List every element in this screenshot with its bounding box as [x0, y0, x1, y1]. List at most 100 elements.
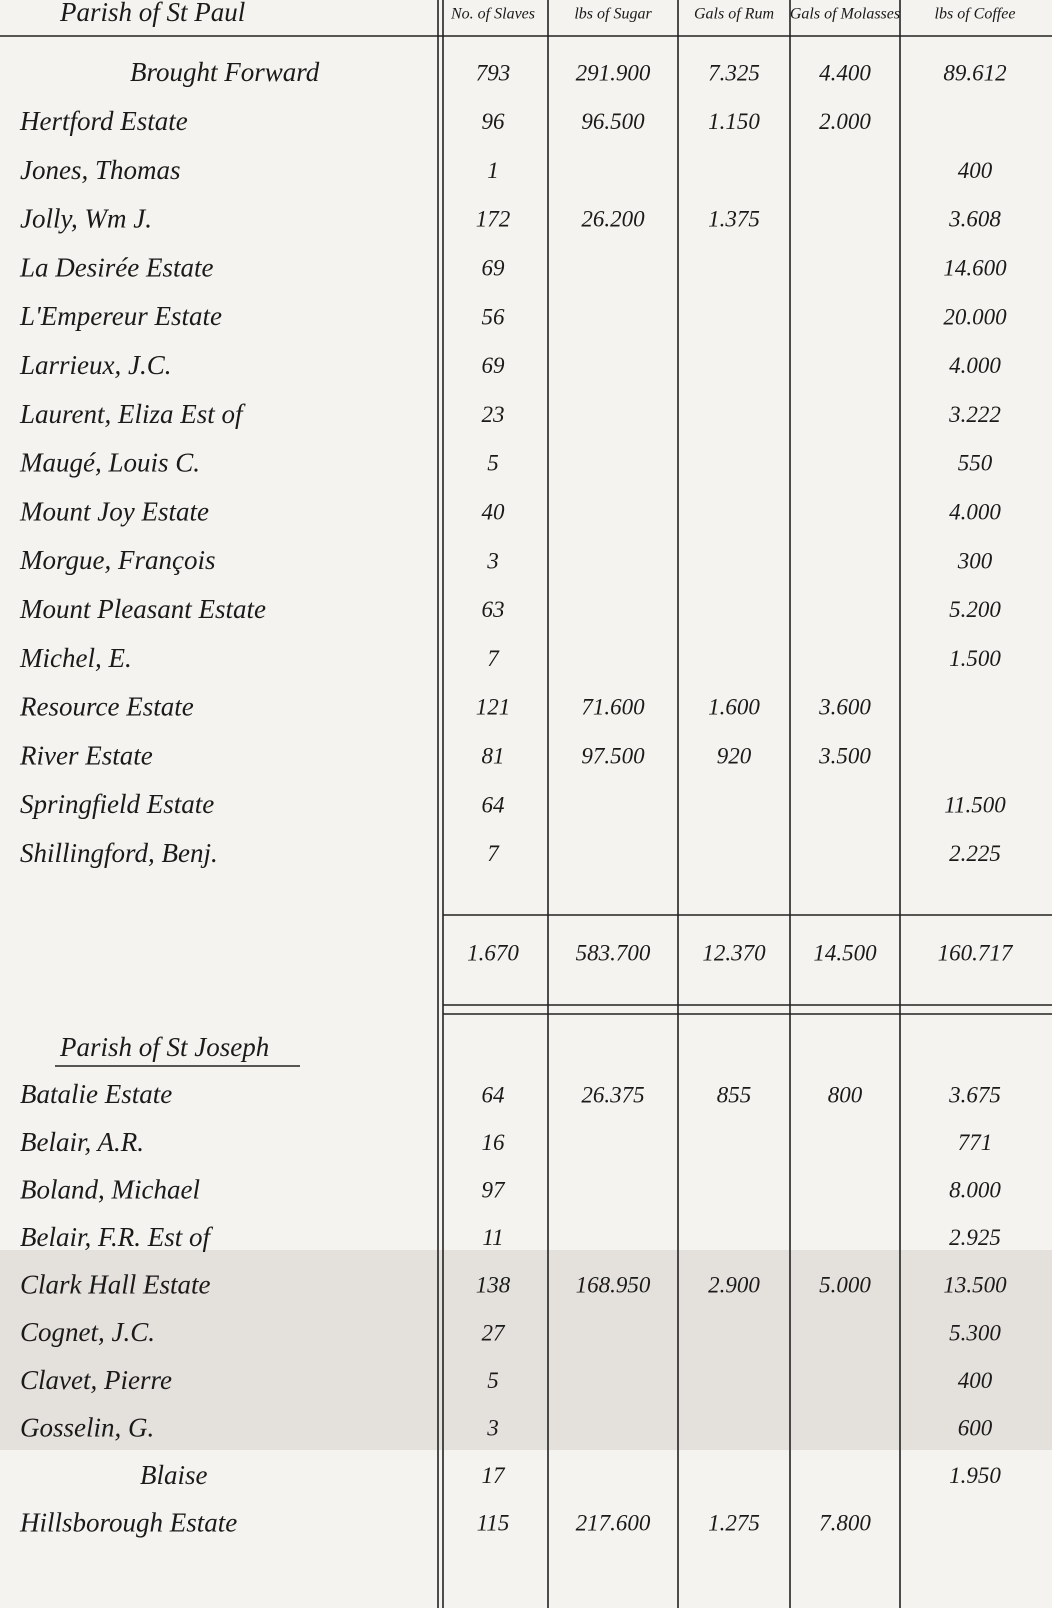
- cell-value: 7.800: [819, 1511, 871, 1536]
- cell-value: 800: [828, 1082, 863, 1107]
- cell-value: 793: [476, 60, 511, 85]
- row-name: Jones, Thomas: [20, 155, 181, 185]
- cell-value: 2.900: [708, 1273, 760, 1298]
- section-title: Parish of St Joseph: [59, 1032, 269, 1062]
- row-name: Springfield Estate: [20, 789, 214, 819]
- row-name: Clark Hall Estate: [20, 1270, 211, 1300]
- row-name: River Estate: [19, 740, 153, 770]
- cell-value: 8.000: [949, 1177, 1001, 1202]
- cell-value: 1.670: [467, 940, 519, 965]
- cell-value: 1.500: [949, 646, 1001, 671]
- cell-value: 12.370: [702, 940, 766, 965]
- row-name: La Desirée Estate: [19, 252, 213, 282]
- cell-value: 1.150: [708, 109, 760, 134]
- cell-value: 217.600: [576, 1511, 651, 1536]
- cell-value: 96: [482, 109, 506, 134]
- cell-value: 17: [482, 1463, 507, 1488]
- row-name: Larrieux, J.C.: [19, 350, 172, 380]
- cell-value: 14.600: [943, 255, 1007, 280]
- cell-value: 5: [487, 1368, 499, 1393]
- cell-value: 97.500: [581, 743, 645, 768]
- cell-value: 11.500: [944, 792, 1006, 817]
- cell-value: 855: [717, 1082, 752, 1107]
- row-name: Shillingford, Benj.: [20, 838, 218, 868]
- cell-value: 550: [958, 451, 993, 476]
- row-name: Mount Pleasant Estate: [19, 594, 266, 624]
- row-name: Laurent, Eliza Est of: [19, 399, 246, 429]
- cell-value: 400: [958, 1368, 993, 1393]
- cell-value: 2.000: [819, 109, 871, 134]
- row-name: Hertford Estate: [19, 106, 188, 136]
- cell-value: 40: [482, 499, 506, 524]
- cell-value: 14.500: [813, 940, 877, 965]
- cell-value: 20.000: [943, 304, 1007, 329]
- cell-value: 13.500: [943, 1273, 1007, 1298]
- cell-value: 96.500: [581, 109, 645, 134]
- row-name: Morgue, François: [19, 545, 215, 575]
- scan-shadow: [0, 1250, 1052, 1450]
- cell-value: 3.500: [818, 743, 871, 768]
- cell-value: 160.717: [938, 940, 1014, 965]
- row-name: Cognet, J.C.: [20, 1317, 155, 1347]
- cell-value: 168.950: [576, 1273, 651, 1298]
- row-name: Jolly, Wm J.: [20, 204, 152, 234]
- cell-value: 5.200: [949, 597, 1001, 622]
- parish-title: Parish of St Paul: [59, 0, 245, 27]
- cell-value: 7.325: [708, 60, 760, 85]
- column-header: lbs of Sugar: [574, 6, 652, 23]
- cell-value: 69: [482, 255, 506, 280]
- cell-value: 4.400: [819, 60, 871, 85]
- column-header: No. of Slaves: [450, 6, 535, 23]
- row-name: Michel, E.: [19, 643, 132, 673]
- cell-value: 56: [482, 304, 506, 329]
- cell-value: 1.600: [708, 695, 760, 720]
- cell-value: 1: [487, 158, 499, 183]
- cell-value: 69: [482, 353, 506, 378]
- cell-value: 583.700: [576, 940, 651, 965]
- row-name: L'Empereur Estate: [19, 301, 222, 331]
- row-name: Maugé, Louis C.: [19, 448, 200, 478]
- row-name: Boland, Michael: [20, 1174, 200, 1204]
- cell-value: 26.200: [581, 207, 645, 232]
- row-name: Mount Joy Estate: [19, 496, 209, 526]
- cell-value: 89.612: [943, 60, 1006, 85]
- cell-value: 11: [482, 1225, 503, 1250]
- cell-value: 600: [958, 1415, 993, 1440]
- cell-value: 27: [482, 1320, 507, 1345]
- cell-value: 4.000: [949, 353, 1001, 378]
- cell-value: 7: [487, 841, 500, 866]
- cell-value: 2.925: [949, 1225, 1001, 1250]
- cell-value: 920: [717, 743, 752, 768]
- cell-value: 121: [476, 695, 511, 720]
- cell-value: 1.950: [949, 1463, 1001, 1488]
- row-name: Clavet, Pierre: [20, 1365, 172, 1395]
- cell-value: 3: [486, 548, 499, 573]
- row-name: Blaise: [140, 1460, 208, 1490]
- cell-value: 7: [487, 646, 500, 671]
- cell-value: 5: [487, 451, 499, 476]
- cell-value: 81: [482, 743, 505, 768]
- cell-value: 3.222: [948, 402, 1001, 427]
- cell-value: 3.600: [818, 695, 871, 720]
- cell-value: 2.225: [949, 841, 1001, 866]
- row-name: Belair, A.R.: [20, 1127, 144, 1157]
- cell-value: 26.375: [581, 1082, 644, 1107]
- cell-value: 771: [958, 1130, 993, 1155]
- cell-value: 16: [482, 1130, 506, 1155]
- row-name: Batalie Estate: [20, 1079, 172, 1109]
- row-name: Belair, F.R. Est of: [20, 1222, 214, 1252]
- cell-value: 115: [477, 1511, 510, 1536]
- cell-value: 1.375: [708, 207, 760, 232]
- cell-value: 4.000: [949, 499, 1001, 524]
- row-name: Brought Forward: [130, 57, 320, 87]
- column-header: lbs of Coffee: [935, 6, 1016, 23]
- row-name: Resource Estate: [19, 692, 194, 722]
- cell-value: 3: [486, 1415, 499, 1440]
- cell-value: 3.675: [948, 1082, 1001, 1107]
- column-header: Gals of Rum: [694, 6, 774, 23]
- column-header: Gals of Molasses: [790, 6, 900, 23]
- cell-value: 138: [476, 1273, 511, 1298]
- row-name: Hillsborough Estate: [19, 1508, 237, 1538]
- cell-value: 63: [482, 597, 505, 622]
